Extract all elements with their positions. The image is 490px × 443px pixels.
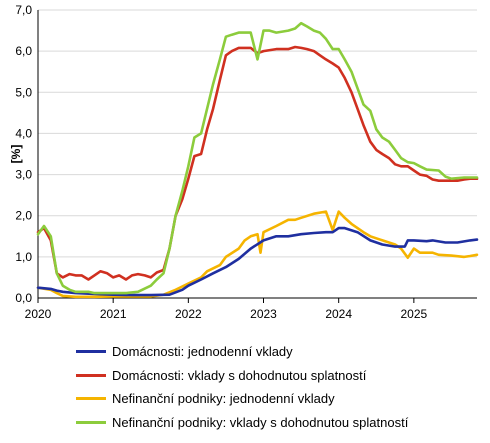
series-line-3 — [36, 210, 479, 299]
legend-item: Domácnosti: vklady s dohodnutou splatnos… — [76, 364, 408, 388]
y-tick-label: 3,0 — [15, 168, 32, 182]
series-lines — [36, 21, 479, 299]
legend-item: Nefinanční podniky: vklady s dohodnutou … — [76, 411, 408, 435]
line-chart: [%] 0,01,02,03,04,05,06,07,0 2020 2021 202… — [9, 3, 479, 321]
legend-swatch-household-term — [76, 373, 106, 377]
x-tick-label: 2021 — [100, 307, 127, 321]
y-tick-label: 4,0 — [15, 126, 32, 140]
x-tick-label: 2020 — [25, 307, 52, 321]
x-tick-labels: 2020 2021 2022 2023 2024 2025 — [25, 307, 428, 321]
legend-swatch-household-overnight — [76, 350, 106, 354]
x-tick-label: 2025 — [401, 307, 428, 321]
series-line-2 — [36, 45, 479, 281]
x-tick-label: 2024 — [325, 307, 352, 321]
y-tick-label: 1,0 — [15, 250, 32, 264]
y-tick-label: 6,0 — [15, 44, 32, 58]
x-tick-label: 2023 — [250, 307, 277, 321]
x-tick-label: 2022 — [175, 307, 202, 321]
legend-label-household-overnight: Domácnosti: jednodenní vklady — [112, 344, 293, 360]
legend-label-nfc-term: Nefinanční podniky: vklady s dohodnutou … — [112, 414, 409, 430]
legend-item: Nefinanční podniky: jednodenní vklady — [76, 387, 408, 411]
legend-label-household-term: Domácnosti: vklady s dohodnutou splatnos… — [112, 367, 367, 383]
legend-label-nfc-overnight: Nefinanční podniky: jednodenní vklady — [112, 391, 335, 407]
y-tick-label: 5,0 — [15, 85, 32, 99]
y-tick-labels: 0,0 1,0 2,0 3,0 4,0 5,0 6,0 7,0 — [15, 3, 32, 305]
axes — [37, 10, 477, 303]
y-axis-label: [%] — [9, 145, 23, 164]
legend-item: Domácnosti: jednodenní vklady — [76, 340, 408, 364]
y-tick-label: 7,0 — [15, 3, 32, 17]
legend-swatch-nfc-term — [76, 420, 106, 424]
y-tick-label: 2,0 — [15, 209, 32, 223]
series-line-4 — [36, 21, 479, 295]
gridlines — [38, 9, 477, 258]
series-line-1 — [36, 226, 479, 297]
y-tick-label: 0,0 — [15, 291, 32, 305]
legend: Domácnosti: jednodenní vklady Domácnosti… — [76, 340, 408, 434]
y-axis-title: [%] — [9, 145, 23, 164]
legend-swatch-nfc-overnight — [76, 397, 106, 401]
